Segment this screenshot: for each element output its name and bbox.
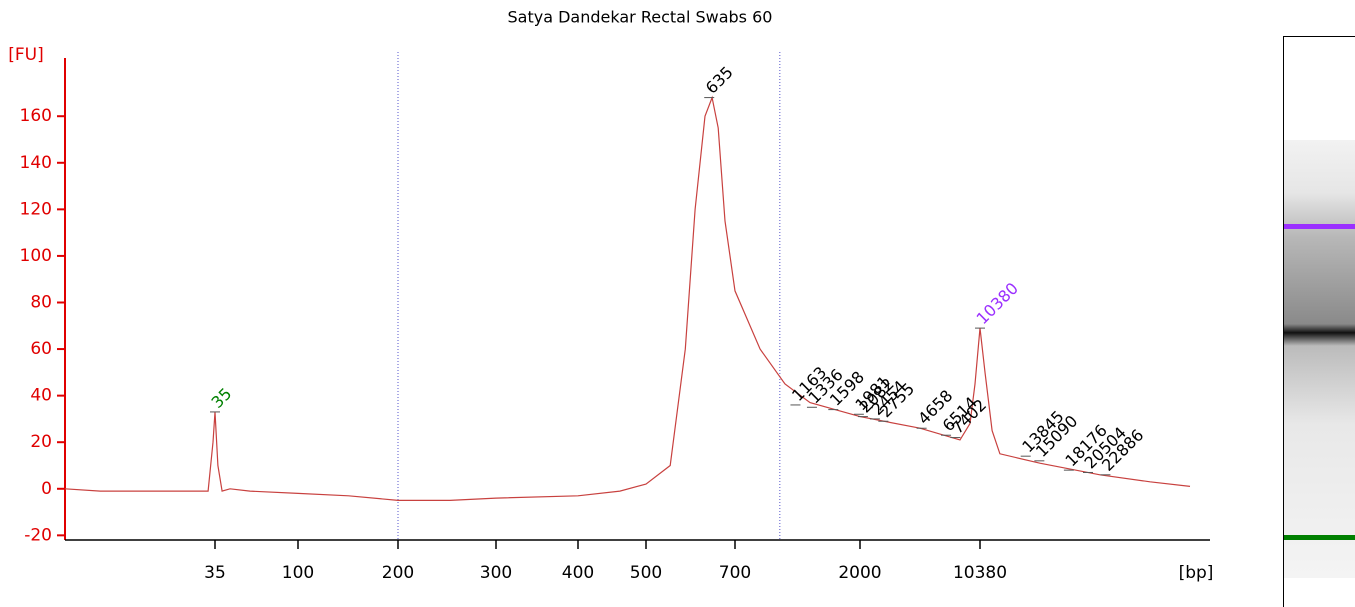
y-tick-label: 100 [20, 246, 52, 266]
x-tick-label: 300 [480, 563, 512, 583]
y-tick-label: 120 [20, 199, 52, 219]
chart-title: Satya Dandekar Rectal Swabs 60 [508, 8, 773, 27]
x-tick-label: 700 [719, 563, 751, 583]
x-tick-label: 400 [562, 563, 594, 583]
peak-label: 35 [208, 384, 236, 412]
gel-background [1284, 140, 1355, 578]
peak-label: 7402 [948, 395, 990, 437]
x-axis-label: [bp] [1179, 563, 1214, 583]
y-tick-label: 80 [30, 292, 52, 312]
gel-lane [1283, 36, 1355, 607]
y-tick-label: 140 [20, 153, 52, 173]
x-tick-label: 100 [282, 563, 314, 583]
x-tick-label: 10380 [953, 563, 1007, 583]
gel-upper-marker [1284, 224, 1355, 229]
y-tick-label: 60 [30, 339, 52, 359]
x-tick-label: 500 [630, 563, 662, 583]
y-axis-label: [FU] [8, 45, 44, 65]
gel-lower-marker [1284, 535, 1355, 540]
y-tick-label: 160 [20, 106, 52, 126]
y-tick-label: -20 [24, 525, 52, 545]
x-tick-label: 35 [204, 563, 226, 583]
x-tick-label: 2000 [838, 563, 881, 583]
peak-label: 635 [702, 63, 737, 98]
y-tick-label: 20 [30, 432, 52, 452]
x-tick-label: 200 [382, 563, 414, 583]
peak-label: 10380 [973, 279, 1022, 328]
y-tick-label: 0 [41, 479, 52, 499]
y-tick-label: 40 [30, 386, 52, 406]
